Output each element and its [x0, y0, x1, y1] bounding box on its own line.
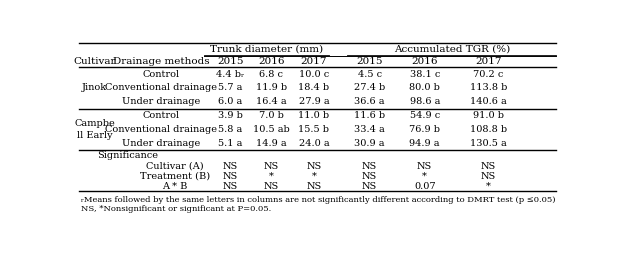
Text: NS: NS: [480, 172, 496, 181]
Text: Control: Control: [143, 111, 180, 120]
Text: 2016: 2016: [412, 57, 438, 66]
Text: NS: NS: [264, 182, 279, 191]
Text: NS: NS: [223, 182, 238, 191]
Text: 54.9 c: 54.9 c: [410, 111, 440, 120]
Text: 11.9 b: 11.9 b: [255, 83, 287, 92]
Text: 5.8 a: 5.8 a: [218, 125, 242, 134]
Text: 11.0 b: 11.0 b: [298, 111, 329, 120]
Text: 2015: 2015: [217, 57, 244, 66]
Text: NS: NS: [223, 162, 238, 171]
Text: *: *: [486, 182, 490, 191]
Text: ᵣMeans followed by the same letters in columns are not significantly different a: ᵣMeans followed by the same letters in c…: [81, 196, 555, 204]
Text: Treatment (B): Treatment (B): [140, 172, 210, 181]
Text: NS: NS: [417, 162, 432, 171]
Text: Cultivar (A): Cultivar (A): [146, 162, 204, 171]
Text: 98.6 a: 98.6 a: [410, 97, 440, 106]
Text: *: *: [422, 172, 427, 181]
Text: 76.9 b: 76.9 b: [409, 125, 440, 134]
Text: 27.4 b: 27.4 b: [354, 83, 385, 92]
Text: 7.0 b: 7.0 b: [259, 111, 284, 120]
Text: Accumulated TGR (%): Accumulated TGR (%): [394, 44, 510, 54]
Text: 4.4 bᵣ: 4.4 bᵣ: [216, 70, 244, 79]
Text: 5.7 a: 5.7 a: [218, 83, 242, 92]
Text: Conventional drainage: Conventional drainage: [105, 125, 217, 134]
Text: Jinok: Jinok: [82, 83, 107, 92]
Text: 6.8 c: 6.8 c: [259, 70, 283, 79]
Text: 33.4 a: 33.4 a: [354, 125, 385, 134]
Text: 14.9 a: 14.9 a: [256, 139, 286, 148]
Text: Cultivar: Cultivar: [73, 57, 116, 66]
Text: Under drainage: Under drainage: [122, 97, 200, 106]
Text: 140.6 a: 140.6 a: [470, 97, 507, 106]
Text: 5.1 a: 5.1 a: [218, 139, 242, 148]
Text: NS: NS: [223, 172, 238, 181]
Text: 70.2 c: 70.2 c: [473, 70, 503, 79]
Text: 2017: 2017: [475, 57, 502, 66]
Text: 24.0 a: 24.0 a: [299, 139, 329, 148]
Text: 80.0 b: 80.0 b: [409, 83, 440, 92]
Text: 2017: 2017: [301, 57, 327, 66]
Text: Drainage methods: Drainage methods: [113, 57, 210, 66]
Text: 113.8 b: 113.8 b: [469, 83, 507, 92]
Text: Under drainage: Under drainage: [122, 139, 200, 148]
Text: Campbe
ll Early: Campbe ll Early: [74, 120, 115, 140]
Text: Conventional drainage: Conventional drainage: [105, 83, 217, 92]
Text: 11.6 b: 11.6 b: [354, 111, 385, 120]
Text: 4.5 c: 4.5 c: [358, 70, 382, 79]
Text: 15.5 b: 15.5 b: [298, 125, 329, 134]
Text: 3.9 b: 3.9 b: [218, 111, 242, 120]
Text: 10.5 ab: 10.5 ab: [253, 125, 290, 134]
Text: 2015: 2015: [356, 57, 383, 66]
Text: NS: NS: [362, 182, 378, 191]
Text: 16.4 a: 16.4 a: [256, 97, 286, 106]
Text: 108.8 b: 108.8 b: [470, 125, 507, 134]
Text: 36.6 a: 36.6 a: [355, 97, 385, 106]
Text: NS: NS: [306, 162, 322, 171]
Text: *: *: [311, 172, 316, 181]
Text: 91.0 b: 91.0 b: [472, 111, 503, 120]
Text: NS: NS: [362, 172, 378, 181]
Text: 27.9 a: 27.9 a: [299, 97, 329, 106]
Text: NS: NS: [264, 162, 279, 171]
Text: Significance: Significance: [97, 151, 158, 160]
Text: 94.9 a: 94.9 a: [409, 139, 440, 148]
Text: A * B: A * B: [162, 182, 188, 191]
Text: NS: NS: [362, 162, 378, 171]
Text: 30.9 a: 30.9 a: [355, 139, 385, 148]
Text: Trunk diameter (mm): Trunk diameter (mm): [210, 44, 323, 54]
Text: NS: NS: [306, 182, 322, 191]
Text: *: *: [269, 172, 273, 181]
Text: 10.0 c: 10.0 c: [299, 70, 329, 79]
Text: 18.4 b: 18.4 b: [298, 83, 329, 92]
Text: NS, *Nonsignificant or significant at P=0.05.: NS, *Nonsignificant or significant at P=…: [81, 205, 271, 213]
Text: 38.1 c: 38.1 c: [410, 70, 440, 79]
Text: NS: NS: [480, 162, 496, 171]
Text: 6.0 a: 6.0 a: [218, 97, 242, 106]
Text: Control: Control: [143, 70, 180, 79]
Text: 130.5 a: 130.5 a: [470, 139, 507, 148]
Text: 2016: 2016: [258, 57, 285, 66]
Text: 0.07: 0.07: [414, 182, 435, 191]
